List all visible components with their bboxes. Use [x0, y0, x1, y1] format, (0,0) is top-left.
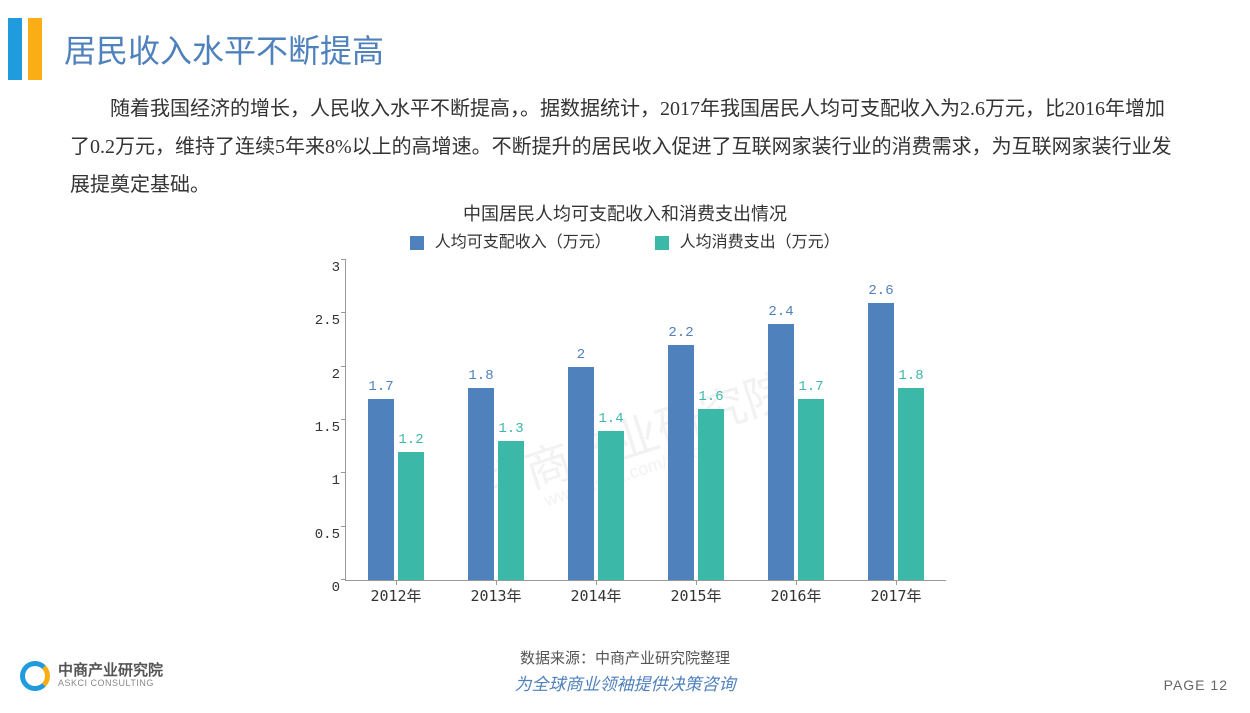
legend-label-series1: 人均可支配收入（万元） — [435, 234, 611, 251]
page-number-value: 12 — [1210, 677, 1228, 693]
chart-title: 中国居民人均可支配收入和消费支出情况 — [0, 200, 1250, 226]
slide: 居民收入水平不断提高 随着我国经济的增长，人民收入水平不断提高，。据数据统计，2… — [0, 0, 1250, 713]
page-label: PAGE — [1164, 677, 1206, 693]
bar-value-label: 1.3 — [486, 421, 536, 437]
legend-item-series2: 人均消费支出（万元） — [655, 228, 839, 252]
bar-value-label: 1.8 — [456, 368, 506, 384]
chart-legend: 人均可支配收入（万元） 人均消费支出（万元） — [0, 228, 1250, 252]
y-tick-mark — [341, 312, 346, 313]
title-bar: 居民收入水平不断提高 — [8, 18, 384, 80]
logo-cn: 中商产业研究院 — [58, 663, 163, 680]
x-tick-label: 2012年 — [346, 585, 446, 606]
y-tick-mark — [341, 526, 346, 527]
bar-value-label: 1.7 — [356, 379, 406, 395]
legend-swatch-series1 — [410, 236, 424, 250]
x-tick-label: 2015年 — [646, 585, 746, 606]
x-tick-label: 2013年 — [446, 585, 546, 606]
y-tick-label: 0 — [306, 580, 340, 596]
bar — [898, 388, 924, 580]
accent-bar-orange — [28, 18, 42, 80]
bar — [768, 324, 794, 580]
chart-area: 中商产业研究院 www.askci.com/reports/ 00.511.52… — [295, 250, 975, 620]
legend-item-series1: 人均可支配收入（万元） — [410, 228, 610, 252]
bar — [668, 345, 694, 580]
slide-title: 居民收入水平不断提高 — [64, 26, 384, 72]
x-tick-mark — [396, 580, 397, 585]
logo-en: ASKCI CONSULTING — [58, 679, 163, 689]
y-tick-label: 1.5 — [306, 420, 340, 436]
y-tick-label: 0.5 — [306, 527, 340, 543]
bar-value-label: 2 — [556, 347, 606, 363]
bar-value-label: 2.6 — [856, 283, 906, 299]
y-tick-mark — [341, 259, 346, 260]
bar-value-label: 1.4 — [586, 411, 636, 427]
x-tick-mark — [696, 580, 697, 585]
data-source: 数据来源：中商产业研究院整理 — [0, 647, 1250, 668]
page-number: PAGE 12 — [1164, 677, 1228, 693]
x-tick-mark — [896, 580, 897, 585]
bar — [468, 388, 494, 580]
bar-value-label: 2.2 — [656, 325, 706, 341]
company-tagline: 为全球商业领袖提供决策咨询 — [0, 670, 1250, 695]
bar — [598, 431, 624, 580]
x-tick-mark — [796, 580, 797, 585]
bar-value-label: 1.8 — [886, 368, 936, 384]
chart-plot: 00.511.522.532012年1.71.22013年1.81.32014年… — [345, 260, 946, 581]
accent-bar-blue — [8, 18, 22, 80]
y-tick-label: 2 — [306, 367, 340, 383]
y-tick-mark — [341, 419, 346, 420]
logo-text: 中商产业研究院 ASKCI CONSULTING — [58, 663, 163, 689]
y-tick-mark — [341, 366, 346, 367]
company-logo: 中商产业研究院 ASKCI CONSULTING — [20, 661, 163, 691]
x-tick-mark — [496, 580, 497, 585]
bar — [698, 409, 724, 580]
y-tick-mark — [341, 472, 346, 473]
y-tick-mark — [341, 579, 346, 580]
y-tick-label: 2.5 — [306, 313, 340, 329]
bar — [368, 399, 394, 580]
bar-value-label: 1.2 — [386, 432, 436, 448]
x-tick-label: 2016年 — [746, 585, 846, 606]
y-tick-label: 3 — [306, 260, 340, 276]
x-tick-label: 2017年 — [846, 585, 946, 606]
bar — [498, 441, 524, 580]
bar-value-label: 2.4 — [756, 304, 806, 320]
x-tick-label: 2014年 — [546, 585, 646, 606]
bar-value-label: 1.6 — [686, 389, 736, 405]
bar — [568, 367, 594, 580]
bar — [798, 399, 824, 580]
body-paragraph: 随着我国经济的增长，人民收入水平不断提高，。据数据统计，2017年我国居民人均可… — [70, 90, 1180, 204]
x-tick-mark — [596, 580, 597, 585]
bar — [398, 452, 424, 580]
legend-label-series2: 人均消费支出（万元） — [680, 234, 840, 251]
logo-icon — [20, 661, 50, 691]
y-tick-label: 1 — [306, 473, 340, 489]
legend-swatch-series2 — [655, 236, 669, 250]
bar-value-label: 1.7 — [786, 379, 836, 395]
bar — [868, 303, 894, 580]
